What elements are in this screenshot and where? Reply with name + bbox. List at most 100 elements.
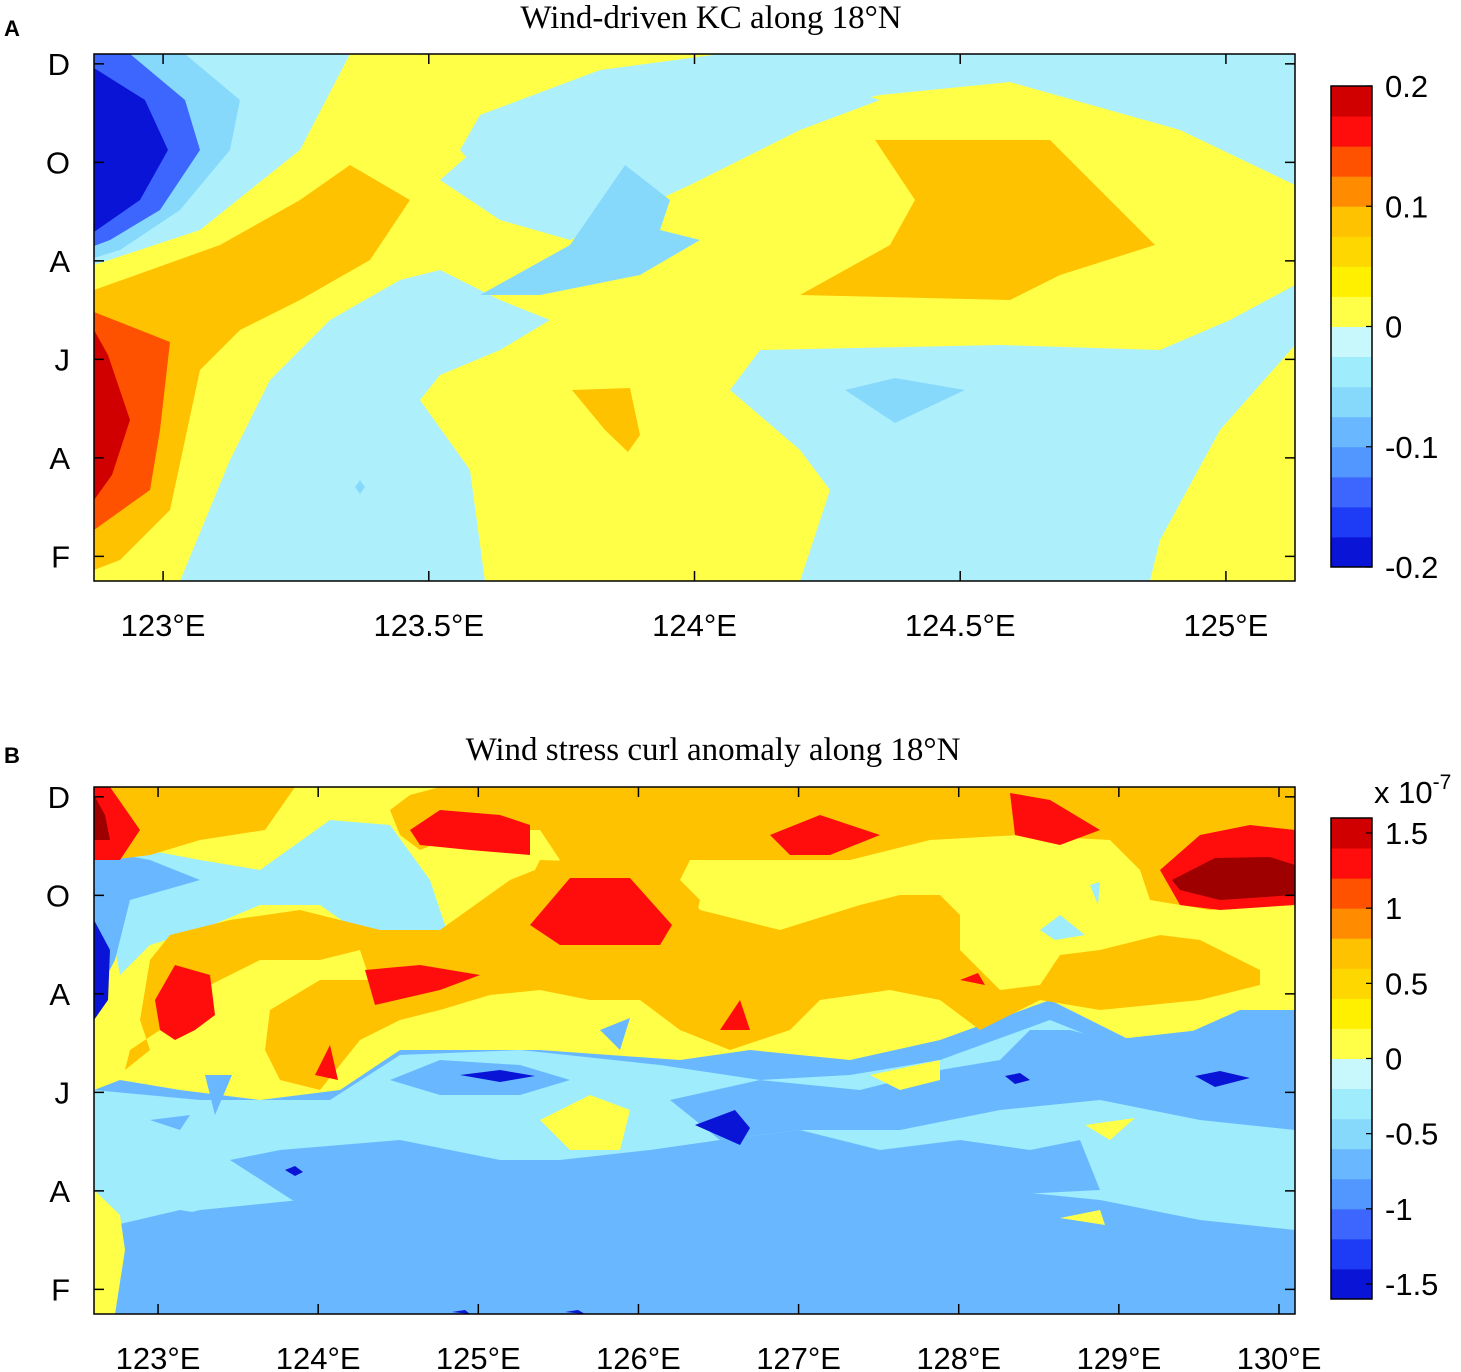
contour-band-cyan [1040,915,1085,940]
contour-band-red [315,1045,338,1080]
colorbar-swatch [1331,848,1372,879]
colorbar-tick-label: 0.2 [1385,69,1428,104]
y-tick-label: J [55,342,71,377]
contour-band-orange [94,165,410,570]
contour-band-red [530,878,672,945]
y-tick-label: F [51,1272,70,1307]
colorbar-swatch [1331,1208,1372,1240]
contour-band-yellow [540,1095,630,1150]
colorbar-tick-label: -0.1 [1385,430,1438,465]
panel-a: A Wind-driven KC along 18°N [4,0,1438,643]
x-tick-label: 128°E [916,1341,1001,1372]
x-tick-label: 124.5°E [905,608,1016,643]
colorbar-tick-label: -0.2 [1385,550,1438,585]
contour-band-red [1010,793,1100,845]
contour-band-darkblue [285,1166,303,1176]
colorbar-swatch [1331,356,1372,388]
x-tick-label: 125°E [436,1341,521,1372]
contour-band-red [770,815,880,855]
panel-a-x-tick-labels: 123°E 123.5°E 124°E 124.5°E 125°E [121,608,1269,643]
x-tick-label: 123°E [116,1341,201,1372]
panel-a-contour-field [94,54,1295,581]
x-tick-label: 126°E [596,1341,681,1372]
contour-band-orange [94,787,295,860]
y-tick-label: A [49,977,70,1012]
colorbar-tick-label: 0.5 [1385,966,1428,1001]
colorbar-swatch [1331,146,1372,177]
colorbar-swatch [1331,938,1372,969]
colorbar-swatch [1331,1028,1372,1059]
contour-band-cyan [1090,882,1100,905]
colorbar-swatch [1331,176,1372,207]
contour-band-red [960,973,985,985]
y-tick-label: D [48,47,70,82]
contour-band-darkblue [94,68,168,232]
panel-a-letter: A [4,16,20,41]
contour-band-darkblue [695,1110,750,1145]
colorbar-swatch [1331,908,1372,939]
colorbar-swatch [1331,1058,1372,1090]
colorbar-swatch [1331,1148,1372,1180]
contour-band-blue [670,1015,1295,1140]
colorbar-swatch [1331,878,1372,909]
colorbar-swatch [1331,536,1372,568]
contour-band-blue [150,1115,190,1130]
contour-band-blue [230,1130,1100,1215]
panel-b-title: Wind stress curl anomaly along 18°N [466,732,961,768]
panel-a-ticks [94,54,1295,581]
colorbar-swatch [1331,968,1372,999]
panel-a-colorbar-labels: 0.2 0.1 0 -0.1 -0.2 [1385,69,1438,585]
contour-band-darkblue [94,920,110,1020]
contour-band-blue [600,1018,630,1050]
panel-b-axes-frame [93,786,1296,1315]
contour-band-yellow [870,1060,940,1090]
contour-band-darkblue [1005,1073,1030,1084]
panel-b-colorbar-multiplier: x 10-7 [1374,771,1451,810]
colorbar-tick-label: 1 [1385,891,1402,926]
contour-band-darkorange [94,312,170,530]
panel-b-y-tick-labels: F A J A O D [46,780,70,1308]
x-tick-label: 130°E [1237,1341,1322,1372]
colorbar-swatch [1331,86,1372,117]
contour-band-red [365,965,480,1005]
x-tick-label: 123.5°E [373,608,484,643]
x-tick-label: 127°E [756,1341,841,1372]
y-tick-label: A [49,441,70,476]
contour-band-blue [205,1075,232,1115]
contour-band-orange [572,388,640,452]
contour-band-darkred [94,795,110,840]
x-tick-label: 129°E [1076,1341,1161,1372]
contour-band-blue [94,850,200,1000]
contour-band-lightblue [845,378,965,423]
colorbar-tick-label: 0.1 [1385,189,1428,224]
colorbar-swatch [1331,998,1372,1029]
y-tick-label: D [48,780,70,815]
colorbar-swatch [1331,326,1372,358]
contour-band-cyan [440,60,880,240]
x-tick-label: 125°E [1184,608,1269,643]
contour-band-darkblue [452,1310,470,1314]
contour-band-orange [125,787,1295,1090]
panel-b-colorbar-labels: 1.5 1 0.5 0 -0.5 -1 -1.5 [1385,816,1438,1302]
colorbar-tick-label: -1 [1385,1192,1413,1227]
colorbar-tick-label: -0.5 [1385,1117,1438,1152]
contour-band-darkblue [460,1070,535,1082]
colorbar-tick-label: 0 [1385,310,1402,345]
colorbar-swatch [1331,206,1372,237]
colorbar-swatch [1331,116,1372,147]
colorbar-swatch [1331,236,1372,267]
colorbar-swatch [1331,1118,1372,1150]
colorbar-swatch [1331,818,1372,849]
contour-band-lightblue [355,480,365,494]
colorbar-tick-label: -1.5 [1385,1267,1438,1302]
colorbar-swatch [1331,1238,1372,1270]
panel-a-title: Wind-driven KC along 18°N [520,0,901,36]
contour-band-yellow [1150,345,1295,581]
colorbar-swatch [1331,476,1372,508]
colorbar-swatch [1331,296,1372,327]
panel-a-y-tick-labels: F A J A O D [46,47,70,575]
x-tick-label: 124°E [652,608,737,643]
y-tick-label: F [51,539,70,574]
panel-a-colorbar [1330,85,1373,568]
